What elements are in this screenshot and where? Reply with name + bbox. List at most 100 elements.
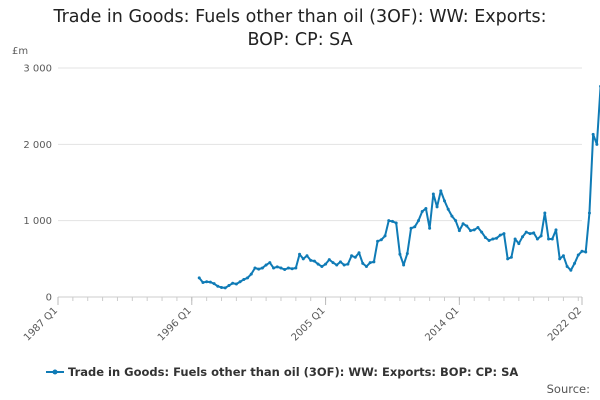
data-point <box>569 268 573 272</box>
data-point <box>316 262 320 266</box>
data-point <box>521 235 525 239</box>
data-point <box>272 266 276 270</box>
data-point <box>257 267 261 271</box>
data-point <box>283 268 287 272</box>
data-point <box>253 266 257 270</box>
legend-label: Trade in Goods: Fuels other than oil (3O… <box>68 365 519 379</box>
data-point <box>416 219 420 223</box>
data-point <box>309 258 313 262</box>
data-point <box>443 199 446 203</box>
data-point <box>208 280 212 284</box>
data-point <box>461 222 465 226</box>
y-tick-label: 1 000 <box>23 216 52 227</box>
data-point <box>506 257 510 261</box>
data-point <box>573 261 577 265</box>
data-point <box>543 211 547 215</box>
data-point <box>201 281 205 284</box>
data-point <box>290 267 294 271</box>
data-point <box>550 237 554 241</box>
data-point <box>242 277 246 281</box>
series-layer <box>197 84 600 290</box>
data-point <box>305 254 309 258</box>
data-point <box>491 237 495 241</box>
x-tick-label: 2005 Q1 <box>290 305 328 343</box>
data-point <box>220 285 224 289</box>
data-point <box>264 263 268 267</box>
data-point <box>331 261 335 265</box>
x-tick-label: 2022 Q2 <box>546 305 584 343</box>
data-point <box>435 205 439 209</box>
data-point <box>420 210 424 214</box>
data-point <box>372 260 376 264</box>
data-point <box>424 206 428 210</box>
data-point <box>431 192 435 196</box>
data-point <box>238 280 242 284</box>
chart-title-line-1: Trade in Goods: Fuels other than oil (3O… <box>53 7 547 27</box>
data-point <box>554 228 558 232</box>
data-point <box>576 253 580 257</box>
data-point <box>279 266 283 270</box>
data-point <box>275 265 279 269</box>
data-point <box>591 132 595 136</box>
data-point <box>561 254 565 258</box>
data-point <box>320 264 324 268</box>
y-tick-label: 3 000 <box>23 64 52 75</box>
data-point <box>446 207 450 211</box>
data-point <box>558 257 562 261</box>
data-point <box>223 286 227 290</box>
data-point <box>413 225 417 229</box>
data-point <box>216 284 220 288</box>
data-point <box>387 219 391 223</box>
data-point <box>301 257 305 261</box>
data-point <box>246 276 250 280</box>
data-point <box>383 234 387 238</box>
data-point <box>298 252 302 256</box>
data-point <box>495 236 499 240</box>
y-axis-unit-label: £m <box>12 46 28 57</box>
data-point <box>335 263 339 267</box>
tick-labels: 0 1 000 2 000 3 000 £m 1987 Q1 1996 Q1 2005 Q1 2… <box>12 46 584 343</box>
data-point <box>450 214 454 218</box>
data-point <box>398 252 402 256</box>
data-point <box>376 239 380 243</box>
data-point <box>231 281 235 285</box>
data-point <box>509 255 513 259</box>
y-tick-label: 0 <box>46 293 52 304</box>
data-point <box>476 226 480 230</box>
data-point <box>394 221 398 225</box>
data-point <box>350 254 354 258</box>
data-point <box>469 229 473 233</box>
grid-lines <box>58 67 582 222</box>
data-point <box>379 238 383 242</box>
data-point <box>234 282 238 286</box>
data-point <box>524 230 528 234</box>
data-point <box>361 261 365 265</box>
data-point <box>428 226 432 230</box>
data-point <box>205 280 209 284</box>
source-label: Source: <box>546 382 590 396</box>
data-point <box>212 282 216 286</box>
data-point <box>353 255 357 259</box>
data-point <box>502 232 506 236</box>
data-point <box>227 284 231 288</box>
data-point <box>405 251 409 255</box>
data-point <box>480 230 484 234</box>
data-point <box>390 219 394 223</box>
data-point <box>539 234 543 238</box>
data-point <box>260 266 264 270</box>
data-point <box>595 142 599 146</box>
data-point <box>327 258 331 262</box>
data-point <box>357 251 361 255</box>
data-point <box>547 237 551 241</box>
data-point <box>368 261 372 265</box>
data-point <box>268 261 272 265</box>
data-point <box>472 228 476 232</box>
data-point <box>565 264 569 268</box>
data-point <box>197 276 201 280</box>
data-point <box>294 266 298 270</box>
data-point <box>249 272 253 276</box>
legend[interactable]: Trade in Goods: Fuels other than oil (3O… <box>46 365 518 379</box>
legend-swatch <box>46 369 64 375</box>
series-line-0 <box>198 86 600 289</box>
